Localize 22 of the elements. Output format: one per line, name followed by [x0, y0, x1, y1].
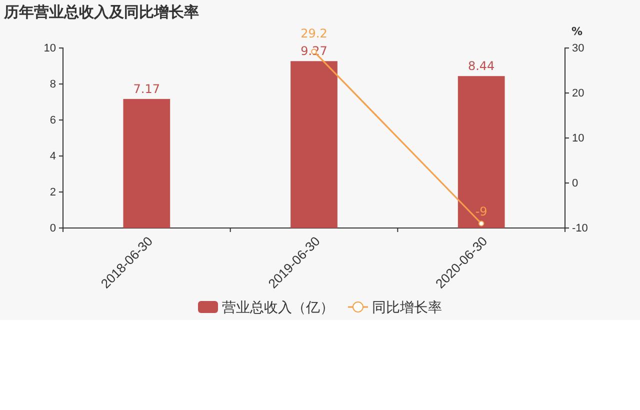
y-tick-label: 6	[50, 114, 56, 127]
y-tick-label: 2	[50, 186, 56, 199]
y-tick-label: 10	[44, 42, 56, 55]
data-label: 7.17	[133, 82, 160, 96]
legend-label: 同比增长率	[372, 300, 442, 316]
bar	[290, 61, 338, 228]
y-tick-label: 4	[50, 150, 56, 163]
y-tick-label: 0	[50, 222, 56, 235]
y2-tick-label: 0	[572, 178, 578, 190]
data-label: -9	[475, 204, 488, 218]
y2-axis-title: %	[571, 25, 583, 38]
legend-label: 营业总收入（亿）	[222, 300, 334, 316]
y2-tick-label: 30	[572, 42, 584, 55]
y-tick-label: 8	[50, 78, 56, 91]
chart-title: 历年营业总收入及同比增长率	[3, 3, 199, 21]
bar	[458, 76, 505, 228]
y2-tick-label: -10	[572, 222, 588, 235]
y2-tick-label: 20	[572, 88, 584, 100]
data-label: 8.44	[468, 59, 495, 74]
y2-tick-label: 10	[572, 132, 584, 145]
bar	[123, 98, 170, 228]
data-label: 29.2	[300, 26, 328, 41]
